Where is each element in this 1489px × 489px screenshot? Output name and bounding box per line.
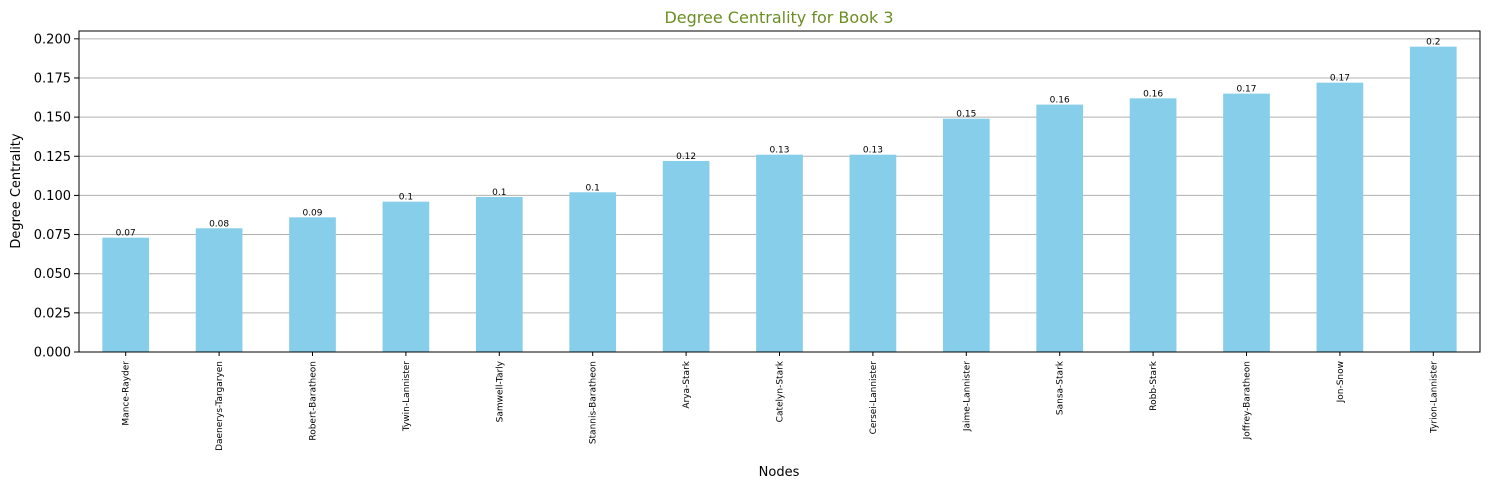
bar-mance-rayder xyxy=(102,237,150,352)
x-tick-label: Tyrion-Lannister xyxy=(1429,361,1439,434)
data-label: 0.08 xyxy=(209,219,229,229)
data-label: 0.16 xyxy=(1143,89,1163,99)
y-tick-label: 0.025 xyxy=(34,306,71,321)
bar-samwell-tarly xyxy=(475,196,523,352)
x-axis-ticks: Mance-Rayder Daenerys-Targaryen Robert-Bar… xyxy=(122,352,1439,451)
bar-jaime-lannister xyxy=(942,118,990,352)
data-label: 0.2 xyxy=(1426,38,1440,48)
y-tick-label: 0.075 xyxy=(34,228,71,243)
y-tick-label: 0.200 xyxy=(34,32,71,47)
data-label: 0.17 xyxy=(1236,85,1256,95)
x-tick-label: Jaime-Lannister xyxy=(962,361,972,432)
x-tick-label: Mance-Rayder xyxy=(122,361,132,426)
x-tick-label: Arya-Stark xyxy=(682,360,692,408)
data-label: 0.1 xyxy=(586,183,600,193)
x-tick-label: Sansa-Stark xyxy=(1056,360,1066,415)
bar-jon-snow xyxy=(1316,82,1364,353)
x-tick-label: Samwell-Tarly xyxy=(495,360,505,422)
bar-cersei-lannister xyxy=(849,154,897,352)
bar-tywin-lannister xyxy=(382,201,430,352)
x-tick-label: Joffrey-Baratheon xyxy=(1243,361,1253,440)
y-tick-label: 0.125 xyxy=(34,150,71,165)
data-label: 0.07 xyxy=(116,229,136,239)
data-label: 0.17 xyxy=(1330,74,1350,84)
bar-robert-baratheon xyxy=(289,217,336,352)
x-tick-label: Stannis-Baratheon xyxy=(589,361,599,444)
y-tick-label: 0.000 xyxy=(34,346,71,361)
bar-joffrey-baratheon xyxy=(1223,93,1270,352)
data-label: 0.1 xyxy=(399,193,413,203)
bar-daenerys-targaryen xyxy=(195,228,243,352)
x-tick-label: Catelyn-Stark xyxy=(776,360,786,422)
data-label: 0.13 xyxy=(863,146,883,156)
x-tick-label: Tywin-Lannister xyxy=(402,361,412,432)
data-label: 0.12 xyxy=(676,152,696,162)
bar-sansa-stark xyxy=(1036,104,1084,352)
bar-catelyn-stark xyxy=(756,154,803,352)
x-tick-label: Robb-Stark xyxy=(1149,360,1159,410)
y-tick-label: 0.150 xyxy=(34,111,71,126)
bar-stannis-baratheon xyxy=(569,192,617,352)
data-label: 0.1 xyxy=(492,188,506,198)
data-label: 0.09 xyxy=(302,208,322,218)
bar-arya-stark xyxy=(662,160,710,352)
bar-robb-stark xyxy=(1129,98,1177,352)
x-tick-label: Robert-Baratheon xyxy=(309,361,319,441)
data-label: 0.13 xyxy=(769,146,789,156)
x-tick-label: Daenerys-Targaryen xyxy=(215,361,225,451)
y-axis-ticks: 0.000 0.025 0.050 0.075 0.100 0.125 0.150 0.175… xyxy=(34,32,79,361)
y-tick-label: 0.100 xyxy=(34,189,71,204)
data-labels: 0.07 0.08 0.09 0.1 0.1 0.1 0.12 0.13 0.13 0.15 0.1… xyxy=(116,38,1441,239)
chart-title: Degree Centrality for Book 3 xyxy=(664,8,893,27)
y-tick-label: 0.050 xyxy=(34,267,71,282)
data-label: 0.16 xyxy=(1050,96,1070,106)
y-tick-label: 0.175 xyxy=(34,71,71,86)
x-axis-label: Nodes xyxy=(759,465,800,480)
bars xyxy=(102,46,1457,353)
bar-tyrion-lannister xyxy=(1409,46,1457,352)
x-tick-label: Jon-Snow xyxy=(1336,361,1346,403)
y-axis-label: Degree Centrality xyxy=(9,133,24,248)
x-tick-label: Cersei-Lannister xyxy=(869,361,879,435)
data-label: 0.15 xyxy=(956,110,976,120)
